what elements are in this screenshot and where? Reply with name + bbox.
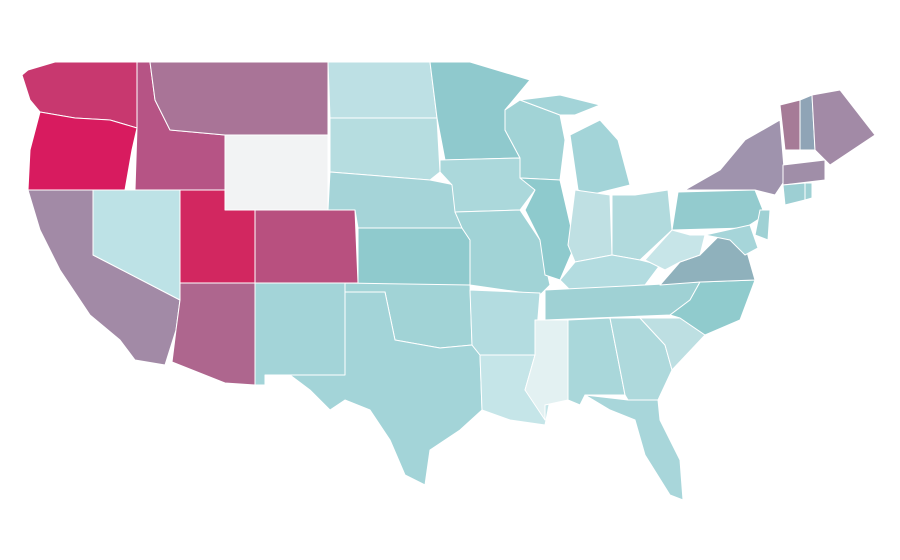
state	[329, 117, 441, 181]
state	[669, 279, 756, 336]
state	[671, 189, 766, 231]
state	[644, 229, 706, 271]
state	[519, 94, 601, 116]
state	[149, 61, 329, 136]
state	[704, 224, 759, 256]
state	[684, 119, 786, 196]
state	[171, 282, 256, 386]
state	[754, 209, 771, 241]
state	[254, 209, 359, 284]
state	[519, 177, 576, 281]
state	[782, 182, 806, 206]
state	[357, 227, 471, 286]
state	[779, 99, 801, 151]
state	[469, 289, 541, 356]
state	[224, 134, 329, 211]
state	[782, 159, 826, 186]
state	[289, 291, 483, 486]
state	[584, 394, 684, 501]
state	[811, 89, 876, 166]
state	[27, 111, 138, 191]
state	[639, 317, 706, 371]
state	[569, 119, 631, 196]
state	[804, 182, 813, 201]
state	[327, 61, 438, 119]
state	[567, 189, 613, 263]
state	[254, 282, 346, 386]
regions	[21, 61, 876, 501]
